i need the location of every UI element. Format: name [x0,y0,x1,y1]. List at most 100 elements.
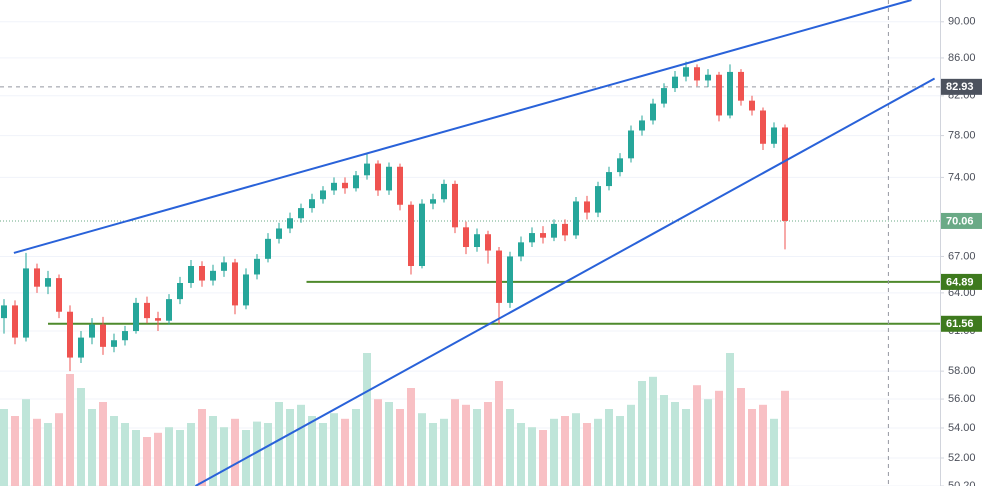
candle-body [408,204,414,267]
volume-bar [561,416,569,486]
volume-bar [264,423,272,486]
candle-body [243,274,249,306]
candle-body [342,182,348,189]
volume-bar [198,409,206,486]
volume-bar [583,423,591,486]
volume-bar [528,427,536,486]
candle-body [573,201,579,236]
volume-bar [572,413,580,486]
candle-body [485,234,491,251]
volume-bar [506,409,514,486]
candle-body [683,67,689,77]
volume-bar [231,418,239,486]
volume-bar [495,381,503,486]
candle-body [144,302,150,319]
price-axis [940,0,982,486]
volume-bar [660,395,668,486]
y-tick-label: 74.00 [948,171,976,183]
candle-body [166,299,172,321]
candle-body [738,71,744,101]
candle-body [298,208,304,219]
candle-body [760,110,766,144]
volume-bar [187,423,195,486]
candle-body [551,223,557,238]
volume-bar [154,432,162,486]
volume-bar [781,390,789,486]
candle-body [89,324,95,338]
candle-body [67,311,73,358]
candle-body [364,163,370,176]
volume-bar [429,423,437,486]
candle-body [199,266,205,281]
candle-body [111,340,117,347]
candle-body [122,331,128,341]
candle-body [430,199,436,204]
candle-body [672,76,678,89]
volume-bar [704,399,712,486]
y-tick-label: 67.00 [948,250,976,262]
volume-bar [88,409,96,486]
trend-line [13,0,912,254]
level-label-bg [941,273,982,290]
volume-bar [121,423,129,486]
volume-bar [605,409,613,486]
volume-bar [55,413,63,486]
candle-body [78,337,84,358]
candle-body [562,223,568,236]
candle-body [749,100,755,111]
candle-body [375,163,381,191]
level-label: 64.89 [946,276,974,288]
candle-body [595,186,601,213]
candle-body [12,305,18,338]
y-tick-label: 90.00 [948,16,976,28]
candle-body [397,166,403,205]
candle-body [309,199,315,209]
candle-body [133,302,139,332]
candle-body [353,175,359,189]
volume-bar [462,404,470,486]
volume-bar [99,402,107,486]
volume-bar [385,402,393,486]
volume-bar [209,416,217,486]
candle-body [188,266,194,284]
volume-bar [77,388,85,486]
last-price-label: 70.06 [946,215,974,227]
volume-bar [363,353,371,486]
volume-bar [550,418,558,486]
volume-bar [33,418,41,486]
candle-body [661,88,667,104]
candle-body [606,172,612,187]
candle-body [639,120,645,131]
candle-body [177,283,183,300]
candle-body [518,242,524,257]
candle-body [716,74,722,116]
y-tick-label: 58.00 [948,365,976,377]
volume-bar [0,409,8,486]
candle-body [694,67,700,81]
candle-body [254,258,260,275]
candle-body [331,182,337,191]
candle-body [507,256,513,303]
volume-bar [275,402,283,486]
volume-bar [143,437,151,486]
volume-bar [473,409,481,486]
volume-bar [759,404,767,486]
volume-bar [517,423,525,486]
candle-body [320,190,326,200]
volume-bar [715,390,723,486]
volume-bar [616,416,624,486]
volume-bar [330,413,338,486]
volume-bar [748,409,756,486]
candle-body [100,324,106,347]
candle-body [474,234,480,248]
y-tick-label: 56.00 [948,393,976,405]
volume-bar [341,418,349,486]
candle-body [584,201,590,213]
candle-body [771,127,777,144]
candle-body [529,233,535,243]
volume-bar [649,376,657,486]
y-tick-label: 50.20 [948,480,976,486]
candle-body [155,318,161,321]
volume-bar [407,388,415,486]
